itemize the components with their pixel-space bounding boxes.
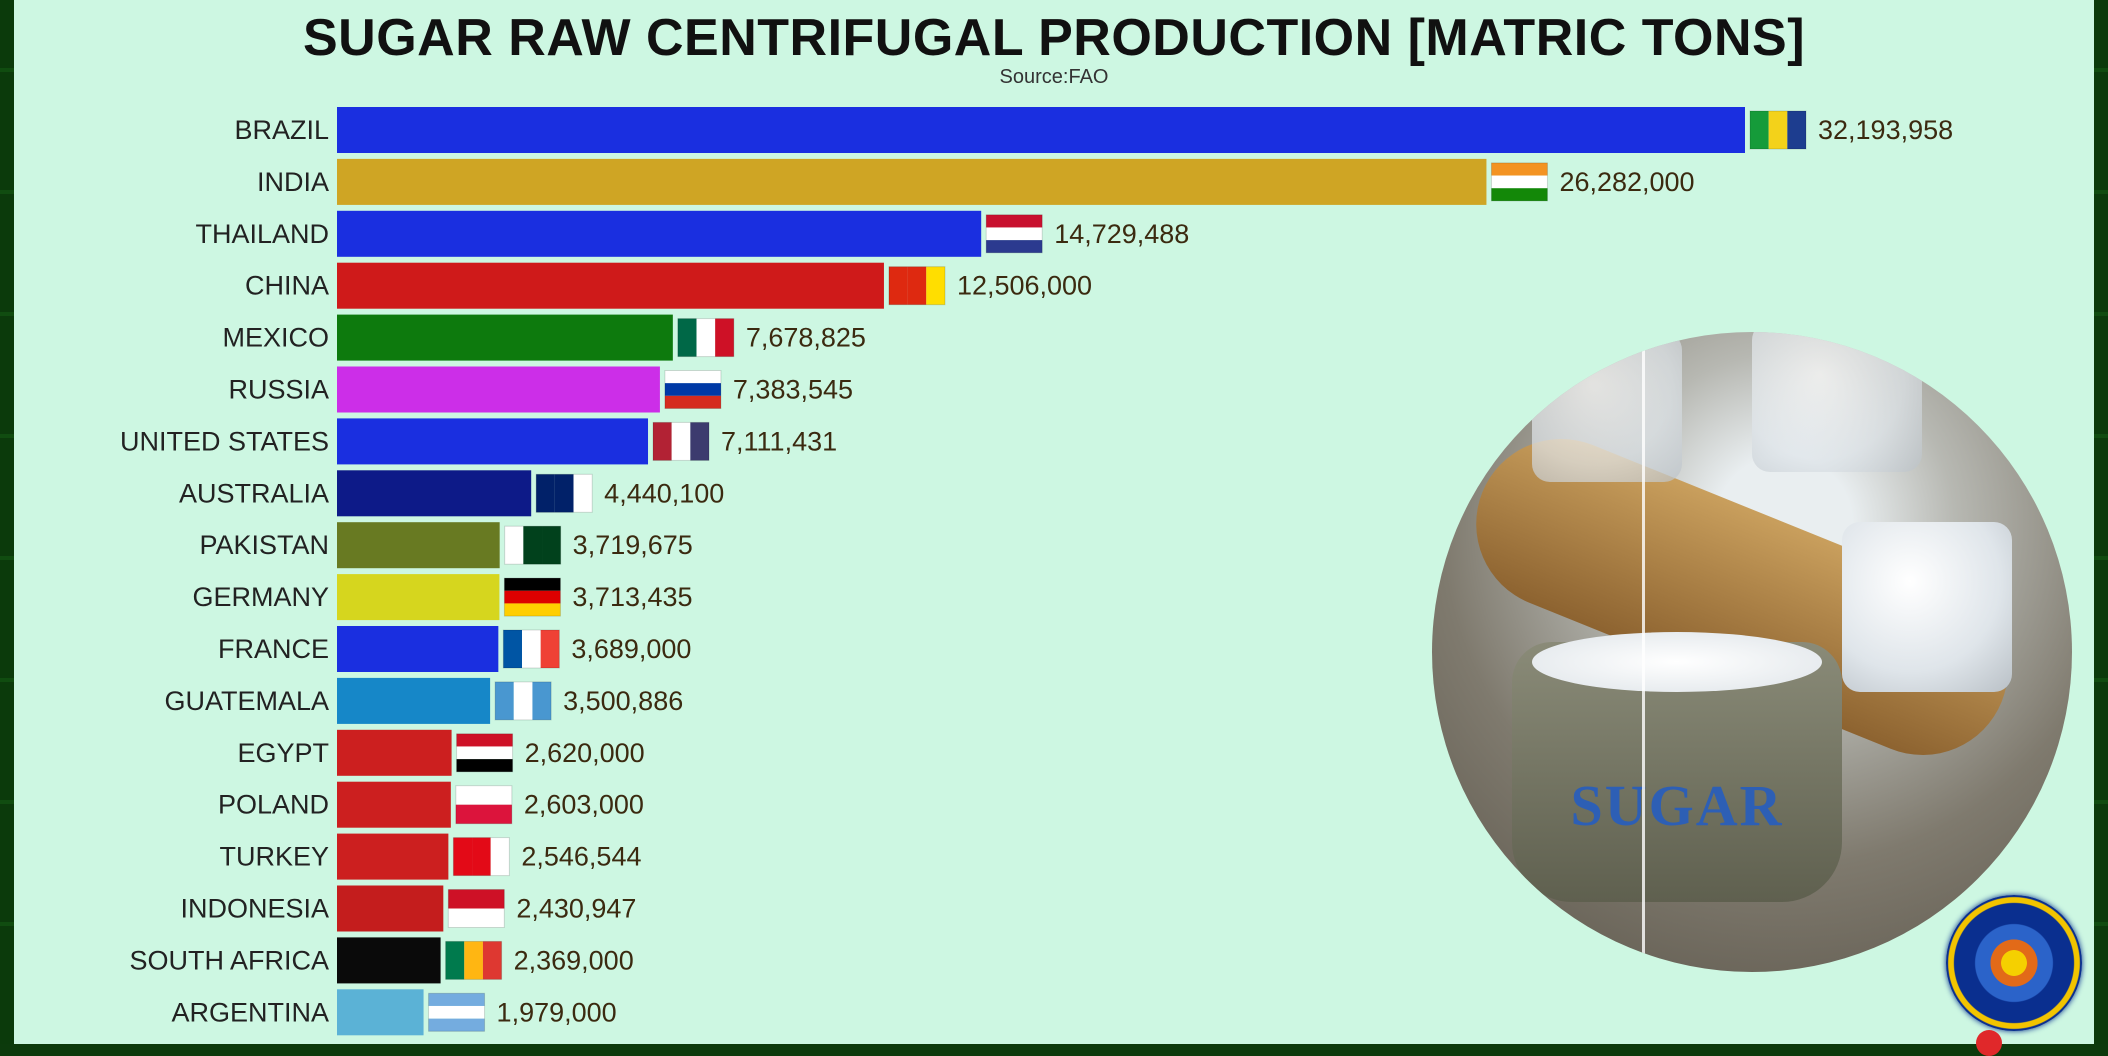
category-label: PAKISTAN <box>199 530 329 560</box>
category-label: POLAND <box>218 790 329 820</box>
value-label: 4,440,100 <box>604 478 724 508</box>
mexico-flag-icon <box>677 318 735 358</box>
video-divider-line <box>1642 332 1645 972</box>
category-label: TURKEY <box>219 842 329 872</box>
bar <box>337 989 424 1036</box>
poland-flag-icon <box>455 785 513 825</box>
value-label: 7,111,431 <box>721 426 837 456</box>
logo-emblem-icon <box>1984 933 2044 993</box>
argentina-flag-icon <box>428 992 486 1032</box>
value-label: 1,979,000 <box>497 997 617 1027</box>
chart-title: SUGAR RAW CENTRIFUGAL PRODUCTION [MATRIC… <box>302 9 1806 67</box>
category-label: CHINA <box>245 271 329 301</box>
turkey-flag-icon <box>452 837 510 877</box>
value-label: 32,193,958 <box>1818 115 1953 145</box>
sack-label: SUGAR <box>1570 773 1784 838</box>
russia-flag-icon <box>664 370 722 409</box>
category-label: FRANCE <box>218 634 329 664</box>
value-label: 7,678,825 <box>746 323 866 353</box>
sugar-cube <box>1752 332 1922 472</box>
bar <box>337 885 444 932</box>
sugar-photo: SUGAR <box>1432 332 2072 972</box>
bar <box>337 729 452 776</box>
egypt-flag-icon <box>456 733 514 773</box>
brazil-flag-icon <box>1749 110 1807 150</box>
bar <box>337 833 449 880</box>
bar <box>337 574 500 621</box>
south-africa-flag-icon <box>445 940 503 980</box>
category-label: RUSSIA <box>228 375 329 405</box>
value-label: 2,620,000 <box>525 738 645 768</box>
category-label: INDIA <box>257 167 329 197</box>
usa-flag-icon <box>652 421 710 461</box>
sugar-cube <box>1842 522 2012 692</box>
china-flag-icon <box>888 266 946 306</box>
bar <box>337 210 982 257</box>
bar <box>337 677 491 724</box>
bar <box>337 626 499 672</box>
category-label: EGYPT <box>237 738 329 768</box>
bar <box>337 937 441 984</box>
value-label: 2,603,000 <box>524 790 644 820</box>
value-label: 14,729,488 <box>1054 219 1189 249</box>
category-label: BRAZIL <box>234 115 329 145</box>
india-flag-icon <box>1490 162 1548 202</box>
value-label: 2,546,544 <box>521 842 641 872</box>
sugar-pile <box>1532 632 1822 692</box>
category-label: GUATEMALA <box>164 686 329 716</box>
value-label: 26,282,000 <box>1559 167 1694 197</box>
value-label: 12,506,000 <box>957 271 1092 301</box>
bar <box>337 522 500 569</box>
value-label: 3,500,886 <box>563 686 683 716</box>
category-label: AUSTRALIA <box>179 478 329 508</box>
value-label: 2,369,000 <box>514 945 634 975</box>
bar <box>337 366 660 413</box>
thailand-flag-icon <box>985 214 1043 254</box>
pakistan-flag-icon <box>504 525 562 565</box>
bar <box>337 107 1745 153</box>
bar <box>337 314 673 361</box>
guatemala-flag-icon <box>494 681 552 721</box>
australia-flag-icon <box>535 473 593 513</box>
record-indicator-icon <box>1976 1030 2002 1056</box>
category-label: ARGENTINA <box>171 997 329 1027</box>
value-label: 3,719,675 <box>573 530 693 560</box>
indonesia-flag-icon <box>447 889 505 928</box>
category-label: GERMANY <box>192 582 329 612</box>
category-label: THAILAND <box>195 219 329 249</box>
bar <box>337 262 884 309</box>
chart-subtitle: Source:FAO <box>999 66 1109 88</box>
category-label: SOUTH AFRICA <box>129 945 329 975</box>
sugar-cube <box>1532 332 1682 482</box>
bar <box>337 158 1487 205</box>
category-label: INDONESIA <box>180 894 329 924</box>
cityglobetour-logo[interactable] <box>1946 895 2082 1031</box>
value-label: 3,689,000 <box>571 634 691 664</box>
france-flag-icon <box>502 629 560 669</box>
bar <box>337 470 532 517</box>
value-label: 7,383,545 <box>733 375 853 405</box>
category-label: MEXICO <box>222 323 329 353</box>
bar <box>337 418 649 465</box>
germany-flag-icon <box>503 577 561 617</box>
category-label: UNITED STATES <box>120 426 329 456</box>
value-label: 2,430,947 <box>516 894 636 924</box>
value-label: 3,713,435 <box>572 582 692 612</box>
bar <box>337 781 451 828</box>
